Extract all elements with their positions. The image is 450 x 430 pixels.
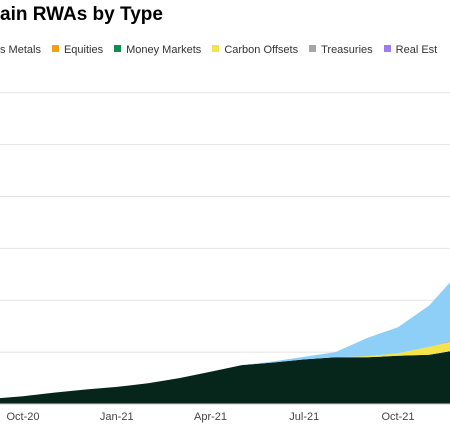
x-tick-label: Apr-21 [194,411,227,423]
legend-label: Equities [63,44,104,56]
legend-label: Carbon Offsets [224,44,299,56]
legend-label: s Metals [0,44,41,56]
legend-item: Real Est [383,44,438,56]
legend-swatch [309,45,317,52]
stacked-areas [0,282,450,404]
legend-item: Equities [51,44,104,56]
area-series-0 [0,351,450,404]
legend-swatch [212,45,220,52]
x-tick-label: Oct-20 [6,411,39,423]
legend-swatch [114,45,122,52]
legend-swatch [383,45,391,52]
legend-item: Carbon Offsets [212,44,298,56]
grid-lines [0,92,450,353]
chart-title: ain RWAs by Type [0,4,163,25]
x-tick-label: Jul-21 [289,411,319,423]
legend-label: Money Markets [126,44,202,56]
legend-swatch [51,45,59,52]
legend-label: Real Est [395,44,438,56]
x-tick-labels: Oct-20Jan-21Apr-21Jul-21Oct-21Jan-22Apr-… [6,411,414,423]
x-tick-label: Oct-21 [381,411,414,423]
legend: s Metals Equities Money Markets Carbon Offs… [0,44,450,60]
legend-item: Treasuries [309,44,373,56]
legend-item: s Metals [0,44,41,56]
legend-label: Treasuries [321,44,373,56]
x-tick-label: Jan-21 [100,411,134,423]
legend-item: Money Markets [114,44,201,56]
